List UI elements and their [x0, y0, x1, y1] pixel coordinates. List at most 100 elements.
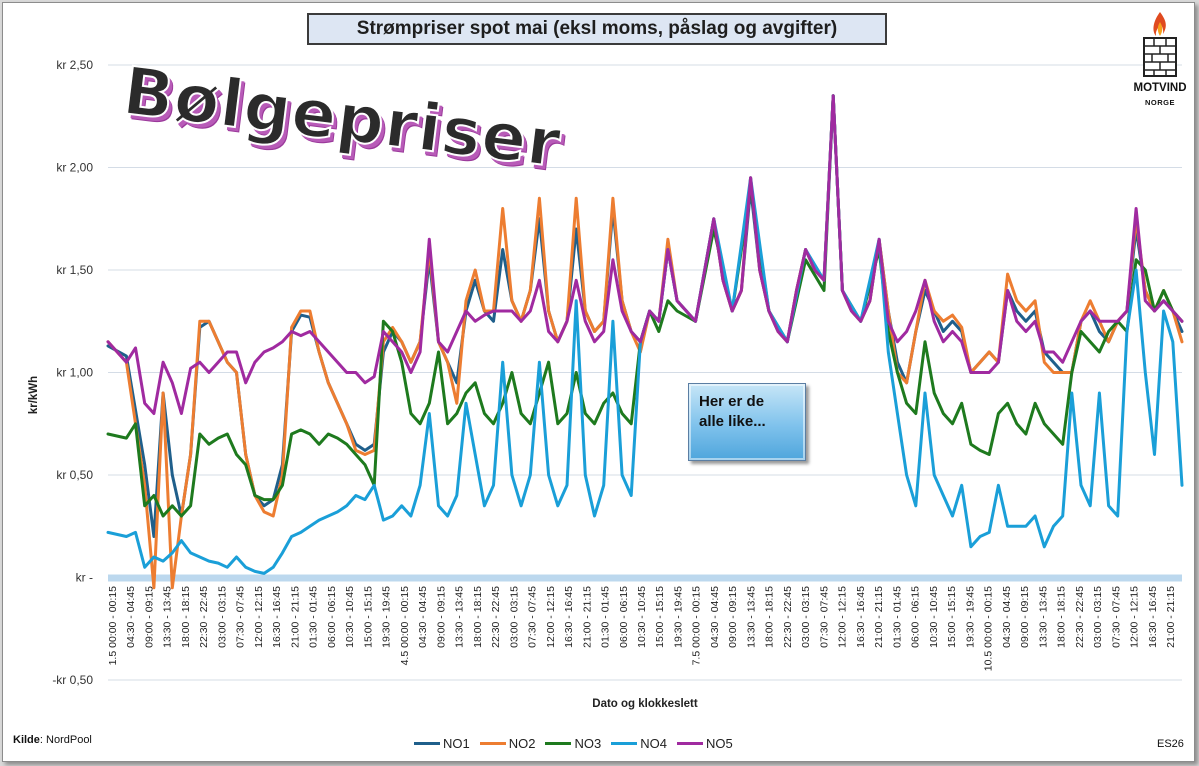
- legend-label: NO2: [508, 735, 536, 751]
- x-tick-label: 09:00 - 09:15: [1019, 586, 1031, 648]
- x-tick-label: 04:30 - 04:45: [125, 586, 137, 648]
- callout-box: Her er de alle like...: [688, 383, 806, 461]
- legend-item-no4: NO4: [611, 734, 667, 752]
- x-tick-label: 03:00 - 03:15: [800, 586, 812, 648]
- y-tick-label: kr 0,50: [56, 468, 93, 482]
- x-tick-label: 04:30 - 04:45: [1001, 586, 1013, 648]
- legend-swatch: [676, 741, 703, 745]
- x-tick-label: 04:30 - 04:45: [709, 586, 721, 648]
- x-tick-label: 13:30 - 13:45: [162, 586, 174, 648]
- x-tick-label: 07:30 - 07:45: [1110, 586, 1122, 648]
- legend-item-no5: NO5: [676, 734, 733, 752]
- x-tick-label: 09:00 - 09:15: [727, 586, 739, 648]
- x-tick-label: 21:00 - 21:15: [1165, 586, 1177, 648]
- x-tick-label: 07:30 - 07:45: [527, 586, 539, 648]
- series-lines: [106, 94, 1184, 590]
- x-tick-label: 01:30 - 01:45: [600, 586, 612, 648]
- y-tick-label: kr -: [76, 571, 93, 585]
- y-axis-title: kr/kWh: [28, 376, 40, 414]
- x-tick-label: 18:00 - 18:15: [764, 586, 776, 648]
- callout-line-2: alle like...: [699, 413, 766, 430]
- x-tick-label: 22:30 - 22:45: [782, 586, 794, 648]
- callout-line-1: Her er de: [699, 393, 765, 410]
- x-tick-label: 15:00 - 15:15: [946, 586, 958, 648]
- x-tick-label: 03:00 - 03:15: [216, 586, 228, 648]
- x-tick-label: 4.5 00:00 - 00:15: [399, 586, 411, 666]
- x-tick-label: 12:00 - 12:15: [253, 586, 265, 648]
- x-tick-label: 07:30 - 07:45: [818, 586, 830, 648]
- x-tick-label: 18:00 - 18:15: [1056, 586, 1068, 648]
- x-tick-label: 18:00 - 18:15: [180, 586, 192, 648]
- x-tick-label: 18:00 - 18:15: [472, 586, 484, 648]
- legend-label: NO4: [640, 735, 667, 751]
- legend-label: NO3: [574, 735, 602, 751]
- x-tick-label: 19:30 - 19:45: [381, 586, 393, 648]
- x-tick-label: 13:30 - 13:45: [454, 586, 466, 648]
- x-tick-label: 16:30 - 16:45: [1147, 586, 1159, 648]
- x-tick-label: 7.5 00:00 - 00:15: [691, 586, 703, 666]
- x-tick-label: 13:30 - 13:45: [745, 586, 757, 648]
- corner-code: ES26: [1157, 738, 1184, 750]
- x-tick-label: 21:00 - 21:15: [289, 586, 301, 648]
- x-tick-label: 07:30 - 07:45: [235, 586, 247, 648]
- zero-axis-band: [108, 574, 1182, 582]
- x-tick-label: 01:30 - 01:45: [308, 586, 320, 648]
- x-tick-label: 21:00 - 21:15: [873, 586, 885, 648]
- x-axis-title: Dato og klokkeslett: [592, 698, 698, 710]
- legend-swatch: [479, 741, 506, 745]
- legend-item-no2: NO2: [479, 734, 536, 752]
- y-tick-label: kr 1,00: [56, 366, 93, 380]
- x-tick-label: 04:30 - 04:45: [417, 586, 429, 648]
- y-axis-ticks: kr 2,50 kr 2,00 kr 1,50 kr 1,00 kr 0,50 kr - -…: [52, 58, 93, 687]
- series-line-no4: [106, 94, 1184, 575]
- x-tick-label: 06:00 - 06:15: [618, 586, 630, 648]
- y-tick-label: kr 2,00: [56, 161, 93, 175]
- x-tick-label: 03:00 - 03:15: [508, 586, 520, 648]
- legend-label: NO5: [705, 735, 733, 751]
- source-value: : NordPool: [39, 734, 92, 746]
- logo-subtitle: NORGE: [1144, 98, 1175, 107]
- x-tick-label: 09:00 - 09:15: [435, 586, 447, 648]
- x-tick-label: 22:30 - 22:45: [198, 586, 210, 648]
- x-tick-label: 09:00 - 09:15: [144, 586, 156, 648]
- source-note: Kilde: NordPool: [13, 734, 92, 746]
- series-line-no5: [106, 94, 1184, 415]
- x-tick-label: 13:30 - 13:45: [1037, 586, 1049, 648]
- legend-item-no1: NO1: [414, 734, 470, 752]
- x-tick-label: 22:30 - 22:45: [1074, 586, 1086, 648]
- x-tick-label: 22:30 - 22:45: [490, 586, 502, 648]
- chart-title: Strømpriser spot mai (eksl moms, påslag …: [307, 13, 887, 45]
- y-tick-label: kr 1,50: [56, 263, 93, 277]
- legend-swatch: [545, 741, 572, 745]
- x-tick-label: 12:00 - 12:15: [837, 586, 849, 648]
- logo-name: MOTVIND: [1133, 82, 1187, 94]
- x-tick-label: 16:30 - 16:45: [563, 586, 575, 648]
- logo: MOTVIND NORGE: [1130, 8, 1190, 120]
- x-tick-label: 12:00 - 12:15: [1129, 586, 1141, 648]
- x-tick-label: 12:00 - 12:15: [545, 586, 557, 648]
- x-tick-label: 03:00 - 03:15: [1092, 586, 1104, 648]
- legend-swatch: [611, 741, 638, 745]
- source-label: Kilde: [13, 734, 40, 746]
- legend: NO1 NO2 NO3 NO4 NO5: [414, 734, 733, 752]
- legend-swatch: [414, 741, 440, 745]
- x-tick-label: 21:00 - 21:15: [581, 586, 593, 648]
- x-tick-label: 10:30 - 10:45: [636, 586, 648, 648]
- x-tick-label: 15:00 - 15:15: [362, 586, 374, 648]
- legend-label: NO1: [443, 735, 470, 751]
- y-tick-label: kr 2,50: [56, 58, 93, 72]
- x-tick-label: 10:30 - 10:45: [344, 586, 356, 648]
- x-tick-label: 19:30 - 19:45: [964, 586, 976, 648]
- x-tick-label: 16:30 - 16:45: [271, 586, 283, 648]
- x-tick-label: 15:00 - 15:15: [654, 586, 666, 648]
- x-tick-label: 01:30 - 01:45: [891, 586, 903, 648]
- y-tick-label: -kr 0,50: [52, 673, 93, 687]
- x-tick-label: 10:30 - 10:45: [928, 586, 940, 648]
- x-axis-ticks: 1.5 00:00 - 00:15 04:30 - 04:45 09:00 - 09…: [107, 586, 1177, 671]
- x-tick-label: 19:30 - 19:45: [673, 586, 685, 648]
- tower-flame-icon: [1143, 12, 1177, 77]
- x-tick-label: 1.5 00:00 - 00:15: [107, 586, 119, 666]
- legend-item-no3: NO3: [545, 734, 601, 752]
- x-tick-label: 06:00 - 06:15: [910, 586, 922, 648]
